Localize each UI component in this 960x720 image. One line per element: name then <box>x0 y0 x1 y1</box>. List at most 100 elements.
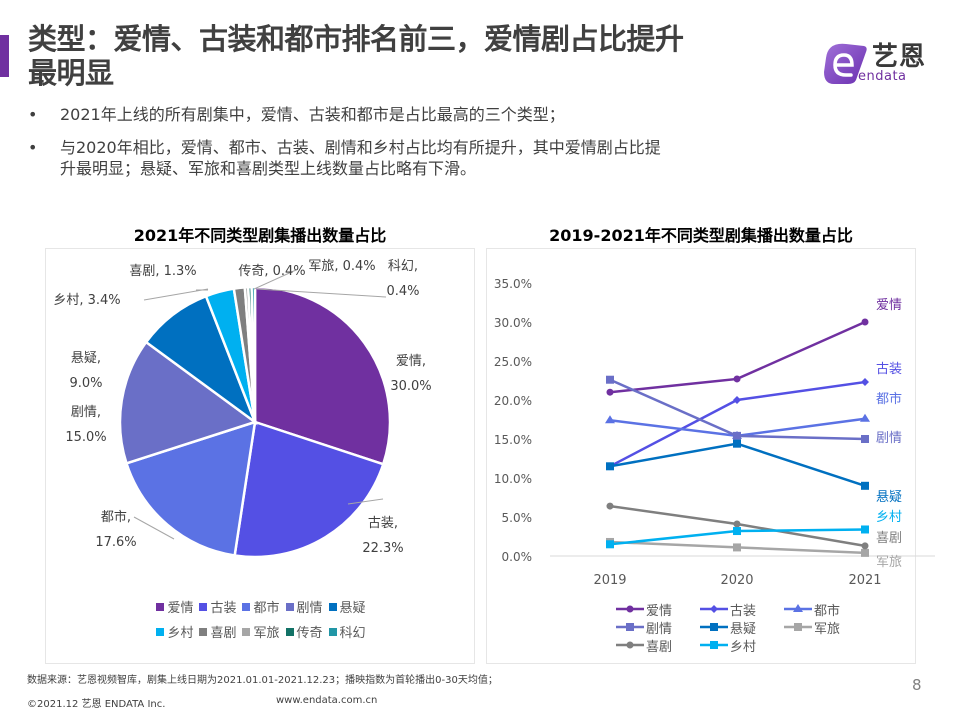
legend-label: 乡村 <box>730 639 757 655</box>
legend-swatch <box>242 602 251 611</box>
bullet-dot: • <box>28 138 38 157</box>
legend-swatch <box>285 602 294 611</box>
pie-data-label: 爱情, <box>396 354 426 369</box>
page-title-line2: 最明显 <box>28 56 114 90</box>
pie-chart-title: 2021年不同类型剧集播出数量占比 <box>133 226 387 245</box>
legend-swatch <box>156 602 165 611</box>
pie-leader-line <box>256 288 387 298</box>
pie-leader-line <box>253 269 297 290</box>
pie-leader-line <box>347 498 384 505</box>
pie-legend-item: 乡村 <box>156 622 193 641</box>
pie-data-label: 17.6% <box>95 535 136 550</box>
logo-chinese-text: 艺恩 <box>872 42 927 72</box>
legend-label: 爱情 <box>167 601 194 616</box>
legend-label: 古装 <box>210 601 237 616</box>
x-tick-label: 2020 <box>720 573 753 588</box>
data-point <box>710 605 718 613</box>
series-end-label: 乡村 <box>876 510 902 525</box>
legend-label: 悬疑 <box>339 601 366 616</box>
series-乡村: 乡村 <box>606 510 902 549</box>
data-point <box>606 388 614 396</box>
copyright: ©2021.12 艺恩 ENDATA Inc. <box>27 699 166 710</box>
series-end-label: 剧情 <box>876 431 902 446</box>
pie-data-label: 0.4% <box>386 284 419 299</box>
legend-label: 爱情 <box>646 603 673 619</box>
legend-line-swatch <box>616 605 644 613</box>
data-point <box>606 462 614 471</box>
endata-logo-icon <box>824 43 867 84</box>
legend-swatch <box>199 602 208 611</box>
pie-data-label: 都市, <box>101 509 131 525</box>
data-point <box>710 641 718 649</box>
page-title: 类型：爱情、古装和都市排名前三，爱情剧占比提升 最明显 <box>28 22 798 90</box>
line-legend-item: 军旅 <box>783 618 867 637</box>
page-title-line1: 类型：爱情、古装和都市排名前三，爱情剧占比提升 <box>28 22 684 56</box>
endata-logo: 艺恩 endata <box>820 38 930 86</box>
legend-swatch <box>328 627 337 636</box>
pie-data-label: 喜剧, 1.3% <box>129 264 196 279</box>
series-爱情: 爱情 <box>606 298 902 396</box>
line-legend-row: 爱情 古装 都市 <box>615 600 867 619</box>
line-chart: 0.0% 5.0% 10.0% 15.0% 20.0% 25.0% 30.0% 35.0% 20… <box>494 277 935 588</box>
data-point <box>861 318 869 326</box>
data-point <box>861 548 869 557</box>
y-tick-label: 25.0% <box>494 355 532 369</box>
data-point <box>861 481 869 490</box>
series-悬疑: 悬疑 <box>606 439 902 505</box>
line-legend-item: 乡村 <box>699 636 783 655</box>
pie-legend-item: 都市 <box>242 597 280 616</box>
data-point <box>794 623 802 631</box>
line-legend-item: 古装 <box>699 600 783 619</box>
bullet-text: 2021年上线的所有剧集中，爱情、古装和都市是占比最高的三个类型； <box>60 105 565 124</box>
y-tick-label: 0.0% <box>502 550 533 564</box>
logo-english-text: endata <box>858 69 907 84</box>
legend-line-swatch <box>784 604 812 612</box>
series-古装: 古装 <box>606 362 902 471</box>
line-legend-item: 喜剧 <box>615 636 699 655</box>
pie-data-label: 科幻, <box>388 259 418 274</box>
website-url: www.endata.com.cn <box>276 695 378 706</box>
data-point <box>710 623 718 631</box>
data-point <box>793 604 803 612</box>
data-point <box>733 396 741 404</box>
bullet-item: • 与2020年相比，爱情、都市、古装、剧情和乡村占比均有所提升，其中爱情剧占比… <box>28 137 668 179</box>
data-point <box>860 413 870 422</box>
legend-label: 喜剧 <box>646 639 673 655</box>
y-tick-label: 5.0% <box>502 511 533 525</box>
pie-legend-item: 爱情 <box>156 597 193 616</box>
data-point <box>733 431 741 440</box>
legend-swatch <box>285 627 294 636</box>
legend-swatch <box>328 602 337 611</box>
title-accent-bar <box>0 35 9 77</box>
pie-legend: 爱情 古装 都市 剧情 悬疑 乡村 喜剧 军旅 传奇 科幻 <box>46 597 476 647</box>
legend-label: 军旅 <box>814 621 841 637</box>
series-end-label: 都市 <box>876 391 902 407</box>
line-legend-item: 剧情 <box>615 618 699 637</box>
x-tick-label: 2021 <box>848 573 881 588</box>
pie-data-label: 9.0% <box>69 376 102 391</box>
series-军旅: 军旅 <box>606 537 902 570</box>
pie-legend-item: 喜剧 <box>199 622 236 641</box>
bullet-item: • 2021年上线的所有剧集中，爱情、古装和都市是占比最高的三个类型； <box>28 104 908 125</box>
data-point <box>733 439 741 448</box>
pie-data-label: 剧情, <box>71 405 101 420</box>
series-end-label: 喜剧 <box>876 531 902 546</box>
line-chart-panel: 0.0% 5.0% 10.0% 15.0% 20.0% 25.0% 30.0% 35.0% 20… <box>486 248 935 664</box>
bullet-text: 与2020年相比，爱情、都市、古装、剧情和乡村占比均有所提升，其中爱情剧占比提升… <box>60 138 661 178</box>
y-tick-label: 35.0% <box>494 277 532 291</box>
series-end-label: 爱情 <box>876 298 902 313</box>
legend-line-swatch <box>700 605 728 613</box>
data-point <box>861 378 869 387</box>
line-legend: 爱情 古装 都市 剧情 悬疑 军旅 喜剧 乡村 <box>615 600 867 655</box>
data-point <box>733 520 741 528</box>
legend-label: 悬疑 <box>730 621 757 637</box>
series-end-label: 军旅 <box>876 555 902 570</box>
legend-line-swatch <box>700 641 728 649</box>
data-point <box>626 605 634 613</box>
data-point <box>861 542 869 550</box>
bullet-dot: • <box>28 105 38 124</box>
legend-label: 都市 <box>253 601 280 616</box>
legend-swatch <box>199 627 208 636</box>
pie-legend-row: 乡村 喜剧 军旅 传奇 科幻 <box>46 622 476 641</box>
legend-line-swatch <box>784 623 812 631</box>
